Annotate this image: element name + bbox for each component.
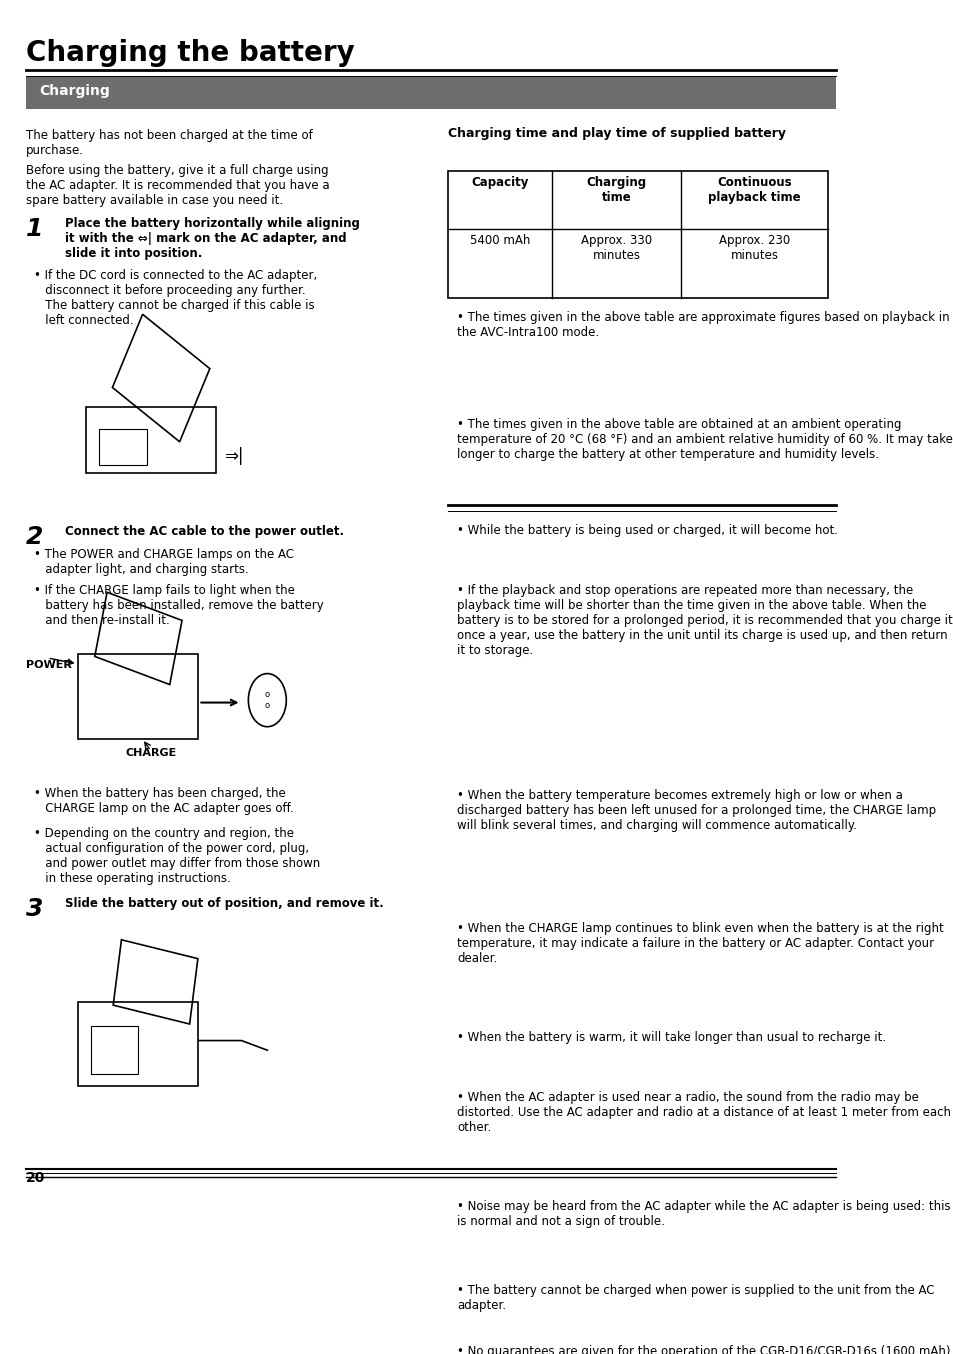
Text: • The times given in the above table are obtained at an ambient operating temper: • The times given in the above table are… xyxy=(456,417,952,460)
Text: Before using the battery, give it a full charge using
the AC adapter. It is reco: Before using the battery, give it a full… xyxy=(26,164,329,207)
Text: 5400 mAh: 5400 mAh xyxy=(470,234,530,248)
Text: 2: 2 xyxy=(26,525,43,550)
Text: • If the CHARGE lamp fails to light when the
   battery has been installed, remo: • If the CHARGE lamp fails to light when… xyxy=(34,585,324,627)
Text: Slide the battery out of position, and remove it.: Slide the battery out of position, and r… xyxy=(65,896,383,910)
Text: • When the CHARGE lamp continues to blink even when the battery is at the right : • When the CHARGE lamp continues to blin… xyxy=(456,922,943,965)
Bar xyxy=(94,592,182,685)
Text: Capacity: Capacity xyxy=(471,176,528,190)
Text: Connect the AC cable to the power outlet.: Connect the AC cable to the power outlet… xyxy=(65,525,343,538)
FancyBboxPatch shape xyxy=(26,77,836,108)
Text: • While the battery is being used or charged, it will become hot.: • While the battery is being used or cha… xyxy=(456,524,837,538)
Text: • If the playback and stop operations are repeated more than necessary, the play: • If the playback and stop operations ar… xyxy=(456,585,952,657)
Text: • Noise may be heard from the AC adapter while the AC adapter is being used: thi: • Noise may be heard from the AC adapter… xyxy=(456,1200,950,1228)
Text: • When the battery is warm, it will take longer than usual to recharge it.: • When the battery is warm, it will take… xyxy=(456,1030,885,1044)
Text: • When the battery has been charged, the
   CHARGE lamp on the AC adapter goes o: • When the battery has been charged, the… xyxy=(34,787,294,815)
Bar xyxy=(77,654,198,739)
Text: • When the AC adapter is used near a radio, the sound from the radio may be dist: • When the AC adapter is used near a rad… xyxy=(456,1091,950,1135)
Bar xyxy=(86,406,215,473)
Text: Place the battery horizontally while aligning
it with the ⇔| mark on the AC adap: Place the battery horizontally while ali… xyxy=(65,217,359,260)
Bar xyxy=(448,172,827,298)
Bar xyxy=(99,428,147,464)
Text: • The battery cannot be charged when power is supplied to the unit from the AC a: • The battery cannot be charged when pow… xyxy=(456,1285,934,1312)
Text: • The times given in the above table are approximate figures based on playback i: • The times given in the above table are… xyxy=(456,311,948,340)
Text: Charging
time: Charging time xyxy=(586,176,646,204)
Text: • When the battery temperature becomes extremely high or low or when a discharge: • When the battery temperature becomes e… xyxy=(456,789,935,833)
Text: 3: 3 xyxy=(26,896,43,921)
Bar xyxy=(77,1002,198,1086)
Text: • No guarantees are given for the operation of the CGR-D16/CGR-D16s (1600 mAh) b: • No guarantees are given for the operat… xyxy=(456,1345,949,1354)
Text: • The POWER and CHARGE lamps on the AC
   adapter light, and charging starts.: • The POWER and CHARGE lamps on the AC a… xyxy=(34,548,294,575)
Bar xyxy=(112,314,210,441)
Text: CHARGE: CHARGE xyxy=(125,749,176,758)
Text: ⇒|: ⇒| xyxy=(224,447,243,466)
Bar xyxy=(91,1026,138,1074)
Text: The battery has not been charged at the time of
purchase.: The battery has not been charged at the … xyxy=(26,129,313,157)
Text: 1: 1 xyxy=(26,217,43,241)
Text: o
o: o o xyxy=(265,691,270,709)
Text: POWER: POWER xyxy=(26,661,71,670)
Text: • Depending on the country and region, the
   actual configuration of the power : • Depending on the country and region, t… xyxy=(34,827,320,886)
Bar xyxy=(113,940,197,1024)
Text: Charging the battery: Charging the battery xyxy=(26,39,355,66)
Text: Charging time and play time of supplied battery: Charging time and play time of supplied … xyxy=(448,127,785,139)
Text: • If the DC cord is connected to the AC adapter,
   disconnect it before proceed: • If the DC cord is connected to the AC … xyxy=(34,269,317,328)
Text: Approx. 230
minutes: Approx. 230 minutes xyxy=(719,234,789,263)
Text: 20: 20 xyxy=(26,1171,45,1185)
Text: Approx. 330
minutes: Approx. 330 minutes xyxy=(580,234,652,263)
Text: Charging: Charging xyxy=(39,84,110,97)
Text: Continuous
playback time: Continuous playback time xyxy=(707,176,801,204)
